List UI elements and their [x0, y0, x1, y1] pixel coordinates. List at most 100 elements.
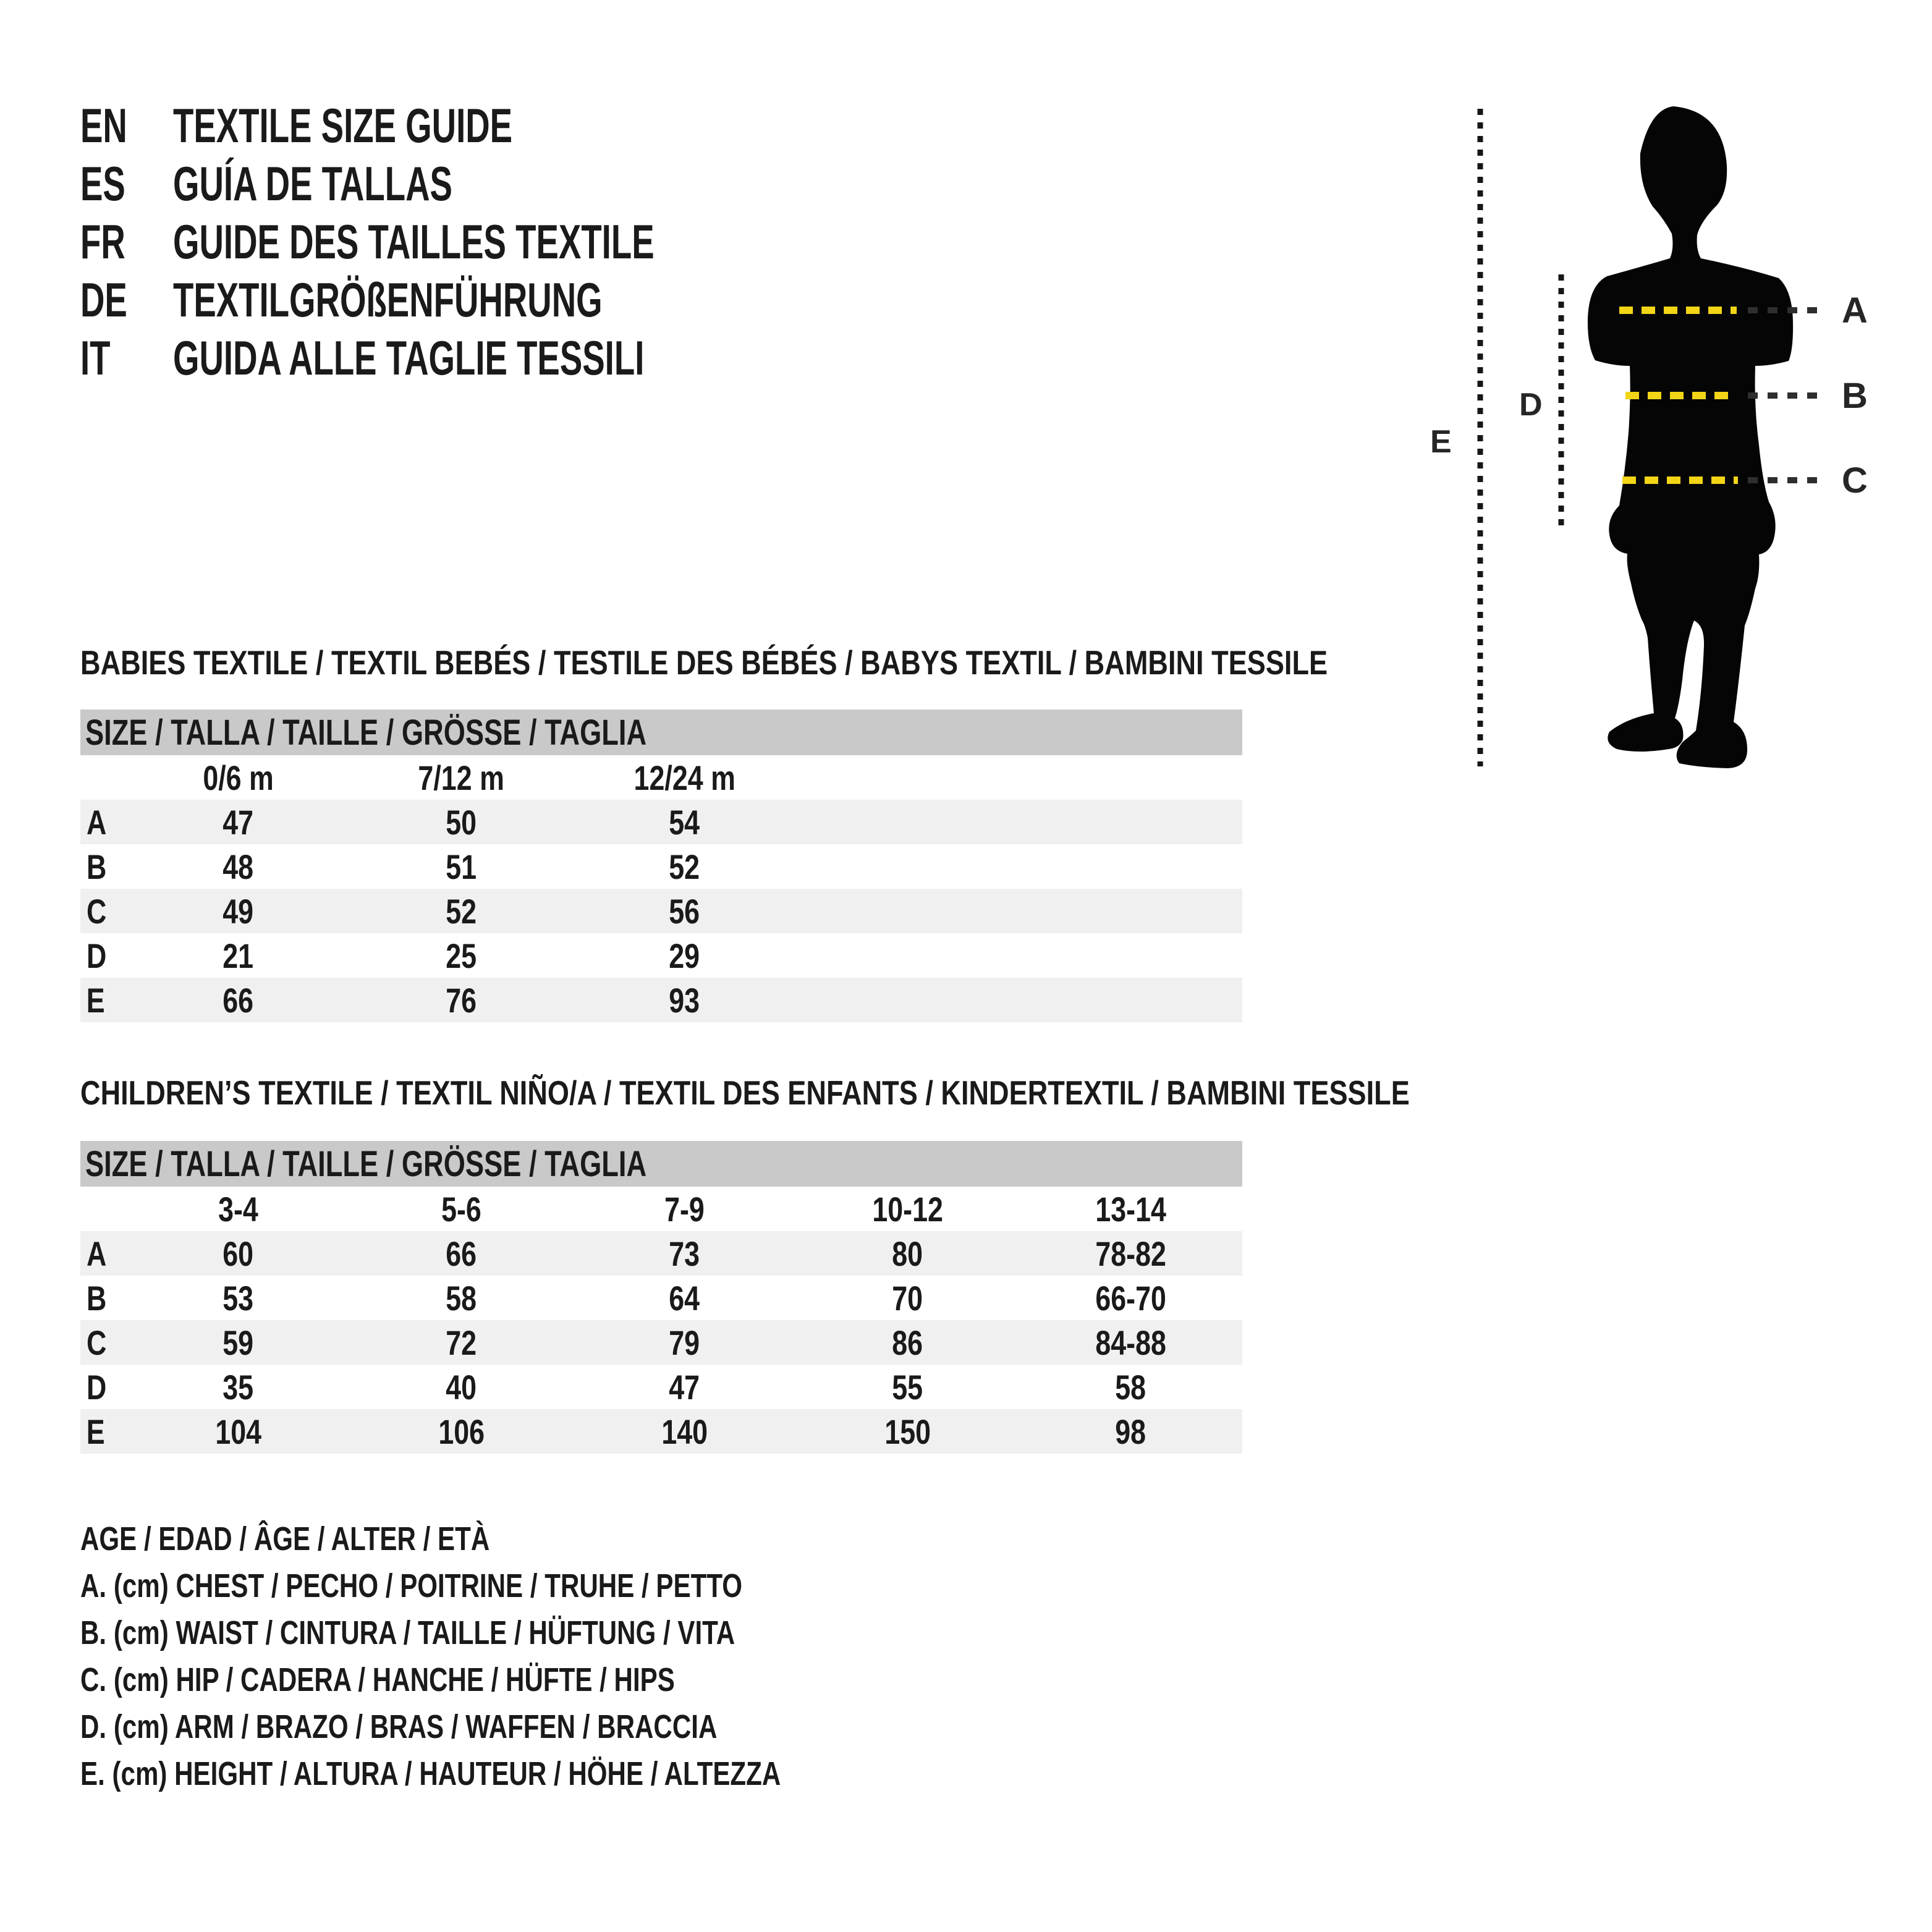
cell-value: 80	[892, 1234, 923, 1273]
label-d: D	[1519, 387, 1543, 423]
cell-value: 79	[669, 1323, 700, 1362]
cell-value: 59	[222, 1323, 254, 1362]
language-code: EN	[80, 98, 127, 153]
column-header: 13-14	[1095, 1189, 1166, 1229]
cell-value: 106	[438, 1412, 485, 1451]
cell-value: 52	[446, 891, 477, 931]
table-row: A 60 66 73 80 78-82	[80, 1231, 1242, 1276]
cell-value: 93	[669, 980, 700, 1020]
cell-value: 50	[446, 802, 477, 842]
cell-value: 51	[446, 847, 477, 886]
table-row: B 53 58 64 70 66-70	[80, 1276, 1242, 1320]
label-a: A	[1842, 290, 1868, 331]
language-row-it: IT GUIDA ALLE TAGLIE TESSILI	[80, 329, 860, 387]
language-row-fr: FR GUIDE DES TAILLES TEXTILE	[80, 213, 860, 271]
row-label: A	[87, 802, 107, 842]
cell-value: 47	[669, 1367, 700, 1407]
legend-chest: A. (cm) CHEST / PECHO / POITRINE / TRUHE…	[80, 1567, 743, 1604]
cell-value: 55	[892, 1367, 923, 1407]
language-title: GUÍA DE TALLAS	[173, 156, 452, 211]
table-row: A 47 50 54	[80, 800, 1242, 844]
language-title: TEXTILE SIZE GUIDE	[173, 98, 513, 153]
column-header: 12/24 m	[633, 758, 735, 797]
babies-table-header-bar: SIZE / TALLA / TAILLE / GRÖSSE / TAGLIA	[80, 710, 1242, 755]
table-row: D 35 40 47 55 58	[80, 1365, 1242, 1409]
cell-value: 72	[446, 1323, 477, 1362]
cell-value: 58	[446, 1278, 477, 1318]
language-code: FR	[80, 214, 125, 269]
cell-value: 58	[1115, 1367, 1146, 1407]
row-label: B	[87, 1278, 107, 1318]
column-header: 7-9	[664, 1189, 705, 1229]
language-title: TEXTILGRÖßENFÜHRUNG	[173, 272, 603, 327]
cell-value: 64	[669, 1278, 700, 1318]
cell-value: 53	[222, 1278, 254, 1318]
column-header: 5-6	[441, 1189, 481, 1229]
table-row: E 104 106 140 150 98	[80, 1409, 1242, 1454]
cell-value: 84-88	[1095, 1323, 1166, 1362]
children-size-table: SIZE / TALLA / TAILLE / GRÖSSE / TAGLIA …	[80, 1141, 1242, 1454]
row-label: D	[87, 1367, 107, 1407]
cell-value: 78-82	[1095, 1234, 1166, 1273]
cell-value: 35	[222, 1367, 254, 1407]
cell-value: 140	[661, 1412, 708, 1451]
cell-value: 98	[1115, 1412, 1146, 1451]
table-row: B 48 51 52	[80, 844, 1242, 889]
legend-waist: B. (cm) WAIST / CINTURA / TAILLE / HÜFTU…	[80, 1614, 735, 1651]
label-e: E	[1430, 424, 1452, 460]
cell-value: 54	[669, 802, 700, 842]
row-label: C	[87, 891, 107, 931]
cell-value: 47	[222, 802, 254, 842]
cell-value: 48	[222, 847, 254, 886]
child-silhouette	[1587, 106, 1794, 768]
language-code: IT	[80, 330, 111, 385]
cell-value: 21	[222, 936, 254, 975]
language-row-de: DE TEXTILGRÖßENFÜHRUNG	[80, 271, 860, 329]
language-row-en: EN TEXTILE SIZE GUIDE	[80, 96, 860, 155]
cell-value: 86	[892, 1323, 923, 1362]
row-label: C	[87, 1323, 107, 1362]
children-section-title: CHILDREN’S TEXTILE / TEXTIL NIÑO/A / TEX…	[80, 1074, 1410, 1112]
row-label: E	[86, 980, 105, 1020]
table-row: C 59 72 79 86 84-88	[80, 1320, 1242, 1365]
cell-value: 49	[222, 891, 254, 931]
label-c: C	[1842, 460, 1868, 501]
cell-value: 66-70	[1095, 1278, 1166, 1318]
language-row-es: ES GUÍA DE TALLAS	[80, 155, 860, 213]
babies-size-table: SIZE / TALLA / TAILLE / GRÖSSE / TAGLIA …	[80, 710, 1242, 1022]
legend-age: AGE / EDAD / ÂGE / ALTER / ETÀ	[80, 1520, 490, 1557]
cell-value: 66	[222, 980, 254, 1020]
column-header: 3-4	[218, 1189, 258, 1229]
column-header: 10-12	[872, 1189, 943, 1229]
children-column-header-row: 3-4 5-6 7-9 10-12 13-14	[80, 1187, 1242, 1231]
cell-value: 29	[669, 936, 700, 975]
legend-hip: C. (cm) HIP / CADERA / HANCHE / HÜFTE / …	[80, 1661, 675, 1698]
language-code: DE	[80, 272, 127, 327]
language-code: ES	[80, 156, 125, 211]
language-title: GUIDE DES TAILLES TEXTILE	[173, 214, 655, 269]
label-b: B	[1842, 376, 1868, 416]
cell-value: 40	[446, 1367, 477, 1407]
row-label: E	[86, 1412, 105, 1451]
babies-section-title: BABIES TEXTILE / TEXTIL BEBÉS / TESTILE …	[80, 643, 1328, 682]
table-row: D 21 25 29	[80, 933, 1242, 978]
cell-value: 56	[669, 891, 700, 931]
cell-value: 76	[446, 980, 477, 1020]
legend-height: E. (cm) HEIGHT / ALTURA / HAUTEUR / HÖHE…	[80, 1755, 781, 1792]
row-label: A	[87, 1234, 107, 1273]
cell-value: 104	[215, 1412, 261, 1451]
language-title-list: EN TEXTILE SIZE GUIDE ES GUÍA DE TALLAS …	[80, 96, 860, 387]
children-table-header-bar: SIZE / TALLA / TAILLE / GRÖSSE / TAGLIA	[80, 1141, 1242, 1187]
measurement-legend: AGE / EDAD / ÂGE / ALTER / ETÀ A. (cm) C…	[80, 1515, 978, 1797]
language-title: GUIDA ALLE TAGLIE TESSILI	[173, 330, 645, 385]
cell-value: 73	[669, 1234, 700, 1273]
measurement-figure: A B C D E	[1409, 87, 1904, 810]
legend-arm: D. (cm) ARM / BRAZO / BRAS / WAFFEN / BR…	[80, 1708, 718, 1745]
row-label: B	[87, 847, 107, 886]
row-label: D	[87, 936, 107, 975]
table-row: E 66 76 93	[80, 978, 1242, 1022]
cell-value: 66	[446, 1234, 477, 1273]
cell-value: 60	[222, 1234, 254, 1273]
babies-column-header-row: 0/6 m 7/12 m 12/24 m	[80, 755, 1242, 800]
